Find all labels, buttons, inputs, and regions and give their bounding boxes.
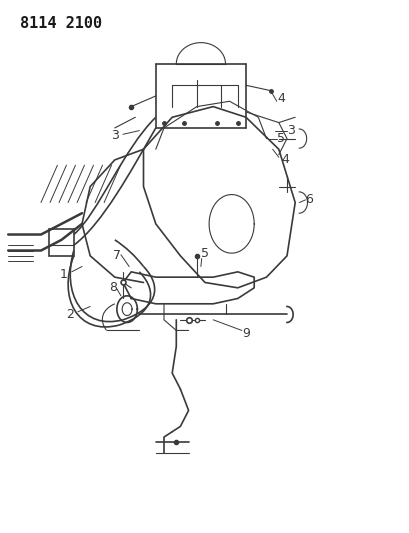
Text: 2: 2 (65, 308, 74, 321)
FancyBboxPatch shape (49, 229, 74, 256)
Text: 3: 3 (110, 130, 119, 142)
Text: 7: 7 (112, 249, 121, 262)
Text: 9: 9 (241, 327, 249, 340)
Text: 5: 5 (276, 132, 284, 145)
Text: 6: 6 (305, 193, 313, 206)
Text: 1: 1 (59, 268, 67, 281)
Text: 4: 4 (276, 92, 284, 105)
Text: 5: 5 (200, 247, 209, 260)
Text: 8114 2100: 8114 2100 (20, 16, 102, 31)
Text: 3: 3 (286, 124, 294, 137)
Text: 8: 8 (108, 281, 117, 294)
Text: 4: 4 (280, 154, 288, 166)
